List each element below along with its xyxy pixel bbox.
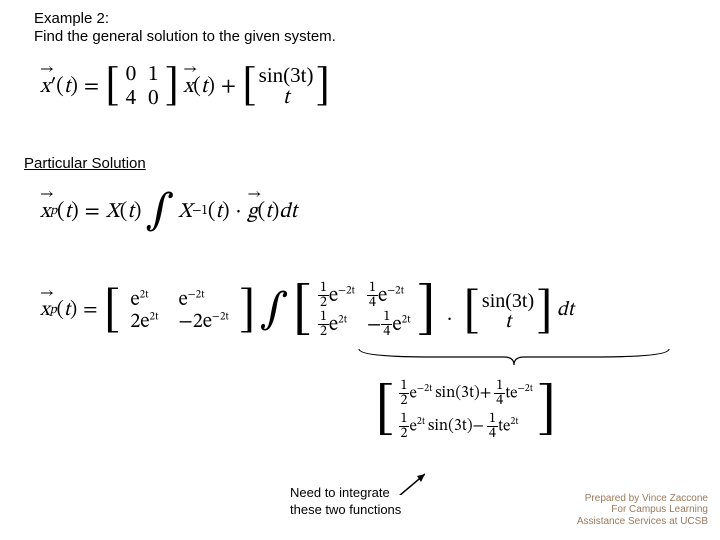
vector-x-prime: x [40,74,50,100]
footer-department: For Campus Learning Assistance Services … [577,504,708,528]
expanded-particular-solution: xp(t) = [ e2t2e2t e−2t−2e−2t ] ∫ [ 12e−2… [40,275,574,346]
main-system-equation: x′(t) = [ 04 10 ] x(t) + [ sin(3t)t ] [40,60,330,110]
integral-sign: ∫ [145,185,174,238]
underbrace [354,345,674,369]
inverse-fundamental-matrix: [ 12e−2t 12e2t 14e−2t −14e2t ] [292,275,436,345]
note-line-2: these two functions [290,502,401,519]
forcing-vector-expanded: [ sin(3t)t ] [463,282,553,342]
particular-solution-formula: xp(t) = X(t) ∫ X−1(t) · g(t)dt [40,185,297,247]
vector-x: x [183,74,193,100]
integration-note: Need to integrate these two functions [290,485,401,519]
problem-statement: Find the general solution to the given s… [34,28,336,45]
inverse-superscript: −1 [192,204,208,220]
matrix-A: [ 04 10 ] [105,60,179,113]
subsection-heading: Particular Solution [24,155,146,172]
vector-g: g [247,199,257,225]
fundamental-matrix: [ e2t2e2t e−2t−2e−2t ] [104,281,256,341]
example-label: Example 2: [34,10,109,27]
note-line-1: Need to integrate [290,485,401,502]
matrix-X: X [106,199,120,225]
footer-author: Prepared by Vince Zaccone [585,493,708,504]
vector-xp: x [40,199,50,225]
forcing-vector: [ sin(3t)t ] [242,60,330,113]
integrand-result-vector: [ 12e−2tsin(3t)+14te−2t 12e2tsin(3t)−14t… [375,375,556,445]
